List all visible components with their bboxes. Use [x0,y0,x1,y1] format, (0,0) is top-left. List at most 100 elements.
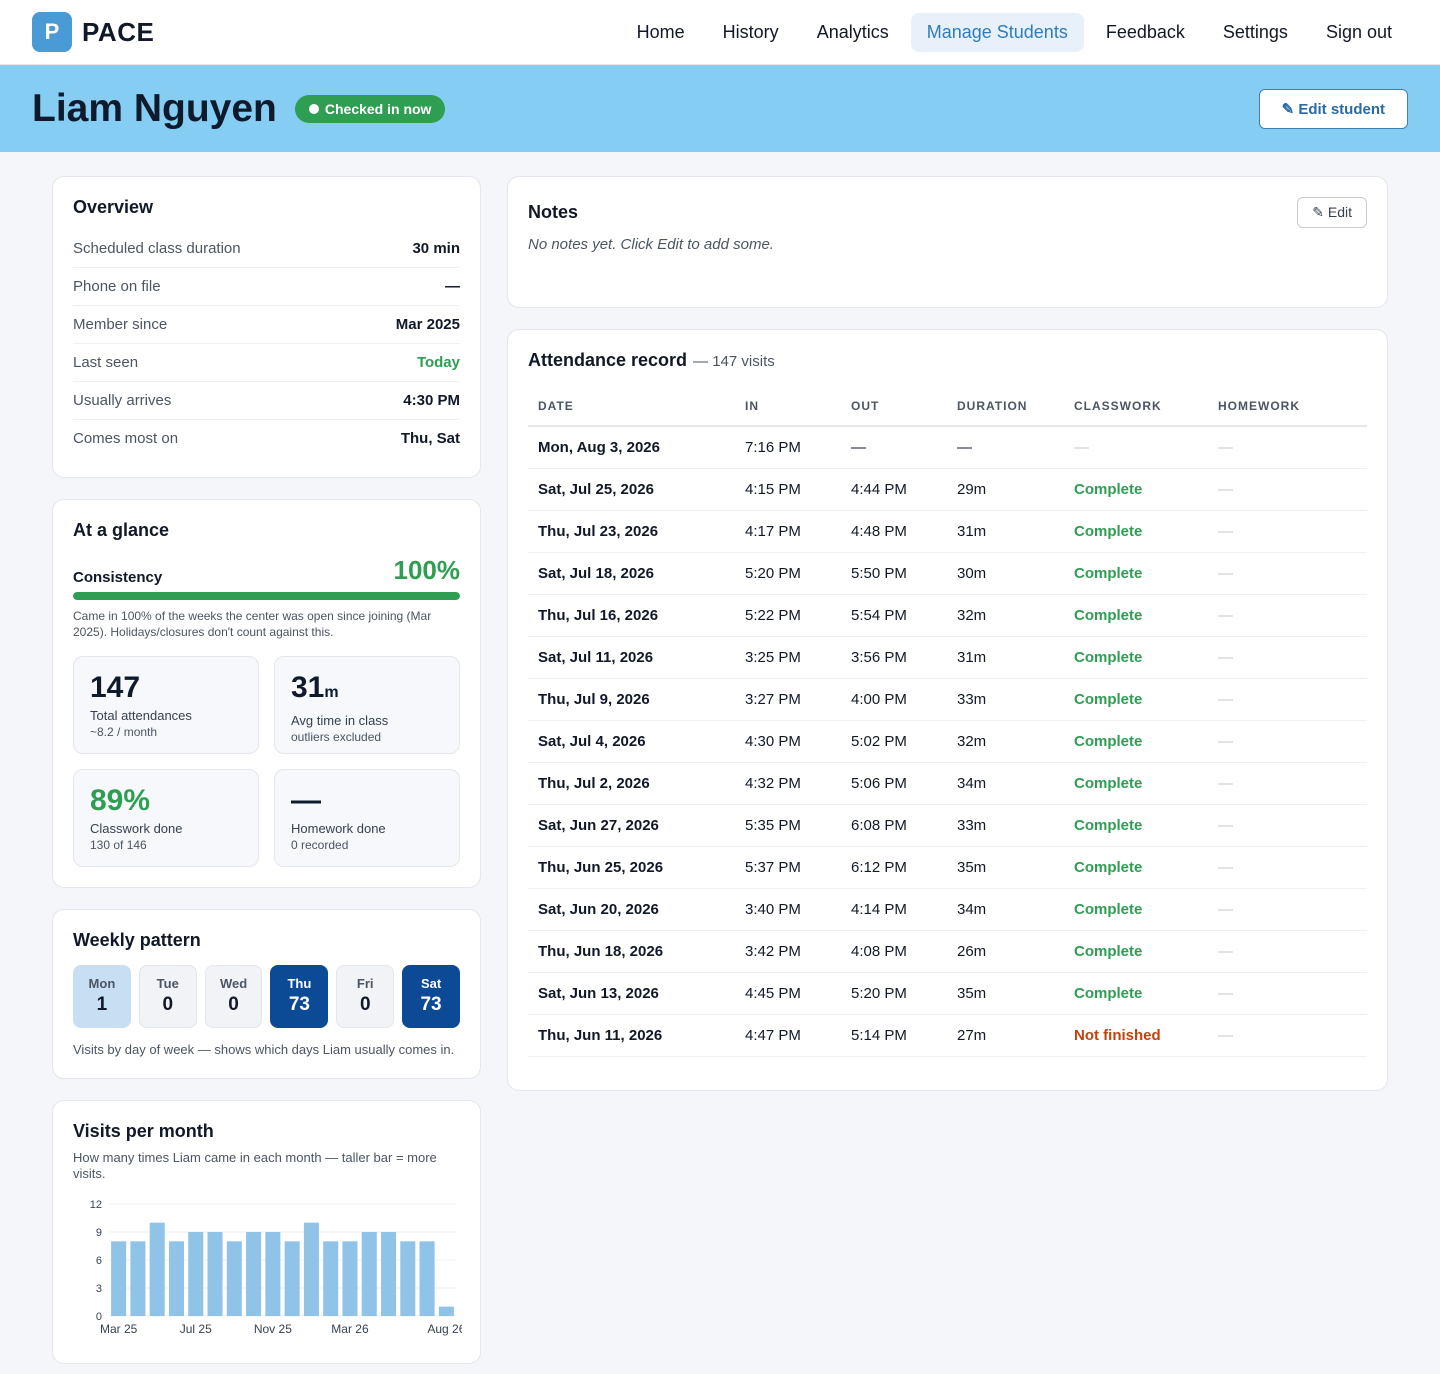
cell-homework: — [1208,678,1367,721]
student-name: Liam Nguyen [32,86,277,130]
cell-out: 6:08 PM [841,804,947,847]
y-tick-label: 9 [96,1227,102,1239]
attendance-count: — 147 visits [693,353,775,370]
overview-row-value: Mar 2025 [395,316,460,333]
attendance-row: Sat, Jun 13, 2026 4:45 PM 5:20 PM 35m Comple… [528,972,1367,1015]
attendance-row: Sat, Jul 18, 2026 5:20 PM 5:50 PM 30m Comple… [528,552,1367,595]
attendance-row: Sat, Jul 4, 2026 4:30 PM 5:02 PM 32m Complet… [528,720,1367,763]
x-tick-label: Mar 25 [100,1322,138,1336]
cell-duration: 32m [947,720,1064,763]
cell-date: Thu, Jul 2, 2026 [528,762,735,805]
cell-date: Sat, Jul 11, 2026 [528,636,735,679]
cell-duration: 32m [947,594,1064,637]
notes-text: No notes yet. Click Edit to add some. [528,236,774,253]
bar-nov-25 [265,1232,281,1316]
edit-student-button[interactable]: ✎ Edit student [1258,88,1408,129]
bar-aug-25 [207,1232,223,1316]
cell-classwork: Complete [1064,552,1208,595]
overview-row: Usually arrives 4:30 PM [73,382,460,420]
overview-row: Last seen Today [73,344,460,382]
logo[interactable]: P PACE [32,12,154,52]
column-header: OUT [841,387,947,427]
attendance-row: Sat, Jul 25, 2026 4:15 PM 4:44 PM 29m Comple… [528,468,1367,511]
cell-date: Sat, Jun 20, 2026 [528,888,735,931]
overview-row-label: Last seen [73,354,139,371]
cell-date: Sat, Jul 18, 2026 [528,552,735,595]
cell-date: Thu, Jul 16, 2026 [528,594,735,637]
cell-in: 3:40 PM [735,888,841,931]
cell-classwork: Complete [1064,762,1208,805]
stat-homework-value: — [291,784,321,817]
cell-classwork: Complete [1064,468,1208,511]
y-tick-label: 3 [96,1283,102,1295]
attendance-row: Thu, Jul 2, 2026 4:32 PM 5:06 PM 34m Complet… [528,762,1367,805]
cell-duration: 35m [947,846,1064,889]
y-tick-label: 0 [96,1311,102,1323]
cell-in: 3:27 PM [735,678,841,721]
column-header: CLASSWORK [1064,387,1208,427]
cell-duration: 27m [947,1014,1064,1057]
nav-feedback[interactable]: Feedback [1105,21,1185,42]
bar-apr-26 [361,1232,377,1316]
nav-history[interactable]: History [722,21,779,42]
overview-row: Comes most on Thu, Sat [73,420,460,457]
bar-jun-26 [400,1241,416,1316]
cell-classwork: Complete [1064,636,1208,679]
weekday-tile-mon: Mon 1 [73,965,131,1028]
x-tick-label: Mar 26 [331,1322,369,1336]
cell-out: 5:50 PM [841,552,947,595]
status-badge: Checked in now [294,94,446,123]
bar-jul-26 [419,1241,435,1316]
cell-homework: — [1208,594,1367,637]
attendance-row: Thu, Jul 9, 2026 3:27 PM 4:00 PM 33m Complet… [528,678,1367,721]
weekday-tile-thu: Thu 73 [270,965,329,1028]
status-badge-label: Checked in now [324,100,432,117]
overview-row: Scheduled class duration 30 min [73,230,460,268]
attendance-table-head: DATE IN OUT DURATION CLASSWORK HOMEWORK [528,387,1367,427]
attendance-header-row: DATE IN OUT DURATION CLASSWORK HOMEWORK [528,387,1367,427]
stat-classwork-value: 89% [90,784,151,817]
cell-homework: — [1208,636,1367,679]
cell-classwork: Complete [1064,594,1208,637]
weekday-name: Fri [356,976,374,991]
bar-mar-25 [111,1241,127,1316]
cell-out: 5:06 PM [841,762,947,805]
bar-may-25 [149,1222,165,1316]
nav-analytics[interactable]: Analytics [816,21,889,42]
cell-homework: — [1208,846,1367,889]
cell-homework: — [1208,930,1367,973]
nav-manage-students[interactable]: Manage Students [910,12,1084,52]
nav-sign-out[interactable]: Sign out [1325,21,1392,42]
nav-home[interactable]: Home [636,21,685,42]
attendance-row: Thu, Jun 11, 2026 4:47 PM 5:14 PM 27m Not fi… [528,1014,1367,1057]
x-tick-label: Jul 25 [180,1322,212,1336]
weekday-tile-sat: Sat 73 [402,965,460,1028]
weekday-name: Mon [88,976,116,991]
attendance-row: Sat, Jul 11, 2026 3:25 PM 3:56 PM 31m Comple… [528,636,1367,679]
stat-classwork: 89% Classwork done 130 of 146 [73,769,259,867]
stat-total-sub: ~8.2 / month [90,725,158,739]
bar-aug-26 [438,1306,454,1316]
cell-homework: — [1208,888,1367,931]
y-tick-label: 6 [96,1255,102,1267]
consistency-row: Consistency 100% [73,555,460,586]
cell-in: 4:47 PM [735,1014,841,1057]
attendance-row: Mon, Aug 3, 2026 7:16 PM — — — — [528,426,1367,469]
bar-jan-26 [303,1222,319,1316]
cell-out: 5:54 PM [841,594,947,637]
weekday-count: 73 [288,994,310,1015]
notes-title: Notes [528,202,579,222]
weekday-count: 1 [96,994,108,1015]
attendance-card: Attendance record — 147 visits DATE IN OUT… [507,329,1388,1091]
consistency-note: Came in 100% of the weeks the center was… [73,609,432,639]
cell-classwork: Complete [1064,930,1208,973]
cell-homework: — [1208,762,1367,805]
cell-duration: 34m [947,762,1064,805]
cell-date: Sat, Jun 27, 2026 [528,804,735,847]
cell-duration: 35m [947,972,1064,1015]
nav-settings[interactable]: Settings [1222,21,1288,42]
weekly-pattern-title: Weekly pattern [73,930,201,950]
cell-date: Sat, Jul 25, 2026 [528,468,735,511]
cell-homework: — [1208,720,1367,763]
edit-notes-button[interactable]: ✎ Edit [1297,197,1367,228]
